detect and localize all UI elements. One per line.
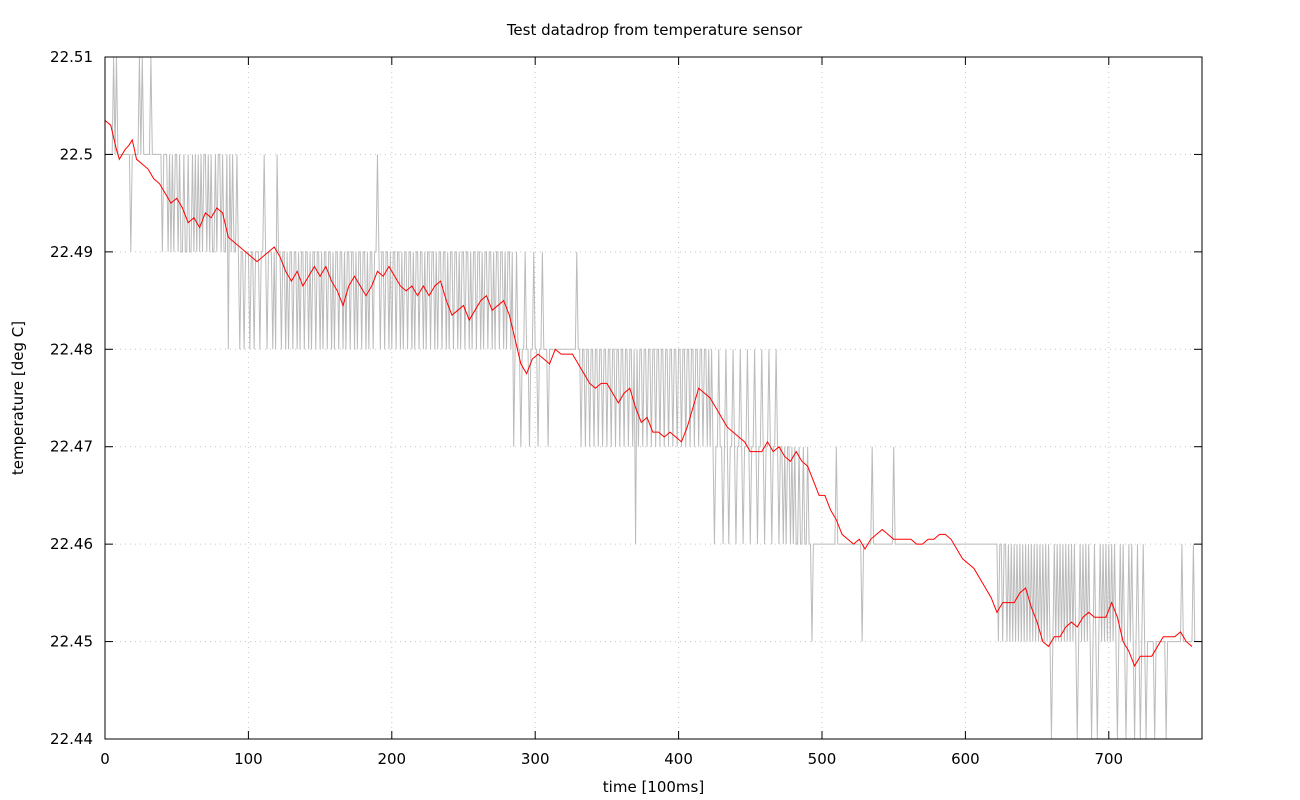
y-tick-label: 22.44	[50, 730, 93, 748]
series-layer	[105, 57, 1202, 739]
y-tick-label: 22.46	[50, 535, 93, 553]
y-tick-label: 22.49	[50, 243, 93, 261]
y-tick-label: 22.48	[50, 340, 93, 358]
chart-title: Test datadrop from temperature sensor	[506, 21, 803, 39]
x-tick-label: 300	[521, 750, 550, 768]
y-tick-label: 22.5	[60, 145, 93, 163]
x-axis-title: time [100ms]	[603, 778, 704, 796]
x-tick-label: 200	[377, 750, 406, 768]
y-tick-label: 22.47	[50, 438, 93, 456]
raw-data-series-line	[105, 57, 1202, 739]
x-tick-label: 600	[951, 750, 980, 768]
grid-lines	[105, 57, 1202, 739]
plot-frame	[104, 56, 1203, 740]
x-tick-label: 500	[808, 750, 837, 768]
x-tick-label: 700	[1094, 750, 1123, 768]
x-tick-label: 100	[234, 750, 263, 768]
y-tick-label: 22.45	[50, 633, 93, 651]
axis-ticks: 0 100 200 300 400 500 600 700 22.44 22.45 22.46 22.…	[50, 48, 1202, 768]
smoothed-data-series-line	[105, 119, 1193, 668]
y-tick-label: 22.51	[50, 48, 93, 66]
y-axis-title: temperature [deg C]	[9, 321, 27, 475]
x-tick-label: 0	[100, 750, 110, 768]
x-tick-label: 400	[664, 750, 693, 768]
